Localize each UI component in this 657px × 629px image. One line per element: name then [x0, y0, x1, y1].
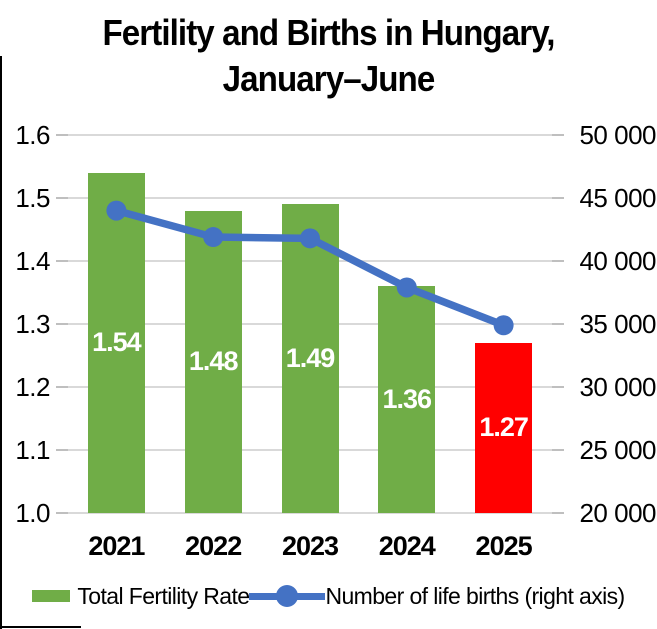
right-axis-label: 25 000: [579, 435, 656, 465]
gridline: [68, 512, 552, 514]
left-axis-tick: [56, 197, 68, 199]
left-axis-label: 1.2: [15, 372, 50, 402]
x-axis-label-2023: 2023: [281, 531, 339, 561]
left-axis-label: 1.5: [15, 183, 50, 213]
chart-title-line1: Fertility and Births in Hungary,: [102, 12, 555, 53]
right-axis-tick: [552, 197, 564, 199]
right-axis-label: 50 000: [579, 120, 656, 150]
fertility-rate-bar: [378, 286, 436, 513]
births-line: [115, 206, 505, 329]
left-axis-tick: [56, 323, 68, 325]
left-axis-tick: [56, 512, 68, 514]
bar-data-label-box: 1.27: [475, 343, 532, 513]
births-line-marker: [106, 200, 127, 221]
left-axis-label: 1.4: [15, 246, 50, 276]
legend-bar-swatch: [32, 590, 71, 602]
left-axis-label: 1.1: [15, 435, 50, 465]
legend-label-fertility-rate: Total Fertility Rate: [77, 582, 250, 609]
screen-edge-line-left: [0, 56, 2, 629]
bar-data-label: 1.48: [188, 346, 239, 377]
legend-label-life-births: Number of life births (right axis): [325, 582, 625, 609]
bar-data-label-box: 1.49: [282, 204, 339, 513]
births-line-marker: [300, 228, 320, 249]
right-axis-label: 30 000: [579, 372, 656, 402]
bar-data-label: 1.36: [382, 384, 433, 415]
screen-edge-line-bottom: [0, 626, 81, 628]
right-axis-label: 20 000: [579, 498, 656, 528]
fertility-rate-bar: [184, 210, 242, 513]
right-axis-tick: [552, 260, 564, 262]
right-axis-tick: [552, 512, 564, 514]
right-axis-label: 45 000: [579, 183, 656, 213]
chart-title: Fertility and Births in Hungary, January…: [26, 10, 630, 102]
x-axis-label-2025: 2025: [475, 531, 533, 561]
bar-data-label-box: 1.48: [185, 211, 242, 513]
fertility-rate-bar: [87, 172, 145, 513]
legend-line-marker-swatch: [249, 583, 326, 609]
left-axis-label: 1.3: [15, 309, 50, 339]
bar-data-label: 1.54: [92, 327, 142, 358]
fertility-rate-bar: [281, 204, 339, 513]
chart-title-line2: January–June: [222, 58, 436, 99]
gridline: [68, 134, 552, 136]
left-axis-tick: [56, 386, 68, 388]
left-axis-label: 1.6: [15, 120, 50, 150]
right-axis-label: 40 000: [579, 246, 656, 276]
births-line-marker: [396, 277, 417, 298]
left-axis-tick: [56, 449, 68, 451]
right-axis-label: 35 000: [579, 309, 656, 339]
legend: Total Fertility Rate Number of life birt…: [0, 581, 657, 611]
bar-data-label: 1.49: [285, 343, 336, 374]
births-line-marker: [493, 315, 514, 336]
right-axis-tick: [552, 449, 564, 451]
right-axis-tick: [552, 134, 564, 136]
bar-data-label: 1.27: [479, 412, 529, 443]
x-axis-label-2022: 2022: [185, 531, 242, 561]
left-axis-label: 1.0: [15, 498, 50, 528]
x-axis-label-2021: 2021: [88, 531, 145, 561]
gridline: [68, 197, 552, 199]
births-line-marker: [203, 227, 224, 248]
fertility-rate-bar: [475, 342, 533, 513]
x-axis-label-2024: 2024: [378, 531, 436, 561]
right-axis-tick: [552, 386, 564, 388]
legend-line-dot: [276, 585, 299, 607]
bar-data-label-box: 1.36: [378, 286, 435, 513]
right-axis-tick: [552, 323, 564, 325]
bar-data-label-box: 1.54: [88, 173, 145, 513]
left-axis-tick: [56, 134, 68, 136]
left-axis-tick: [56, 260, 68, 262]
